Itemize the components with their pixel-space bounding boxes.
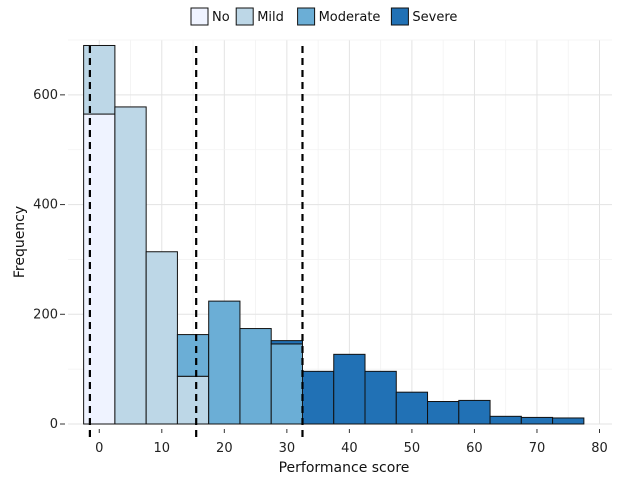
bar-mild-15 bbox=[176, 375, 210, 425]
bar-mild-0 bbox=[83, 44, 116, 115]
legend-label-no: No bbox=[212, 10, 230, 25]
bar-mild-10 bbox=[145, 251, 178, 425]
y-tick-label: 0 bbox=[50, 417, 58, 432]
y-tick-label: 400 bbox=[33, 198, 58, 213]
legend-swatch-no bbox=[190, 7, 209, 26]
bar-severe-65 bbox=[489, 415, 522, 425]
bar-moderate-30 bbox=[270, 343, 303, 425]
bar-severe-55 bbox=[427, 401, 460, 425]
y-axis-title: Frequency bbox=[12, 206, 28, 278]
x-tick-label: 40 bbox=[341, 441, 358, 456]
bar-severe-60 bbox=[458, 399, 491, 425]
legend-swatch-severe bbox=[390, 7, 409, 26]
legend: No Mild Moderate Severe bbox=[190, 7, 457, 26]
bar-severe-70 bbox=[520, 416, 554, 425]
legend-label-severe: Severe bbox=[412, 10, 457, 25]
x-tick-label: 30 bbox=[279, 441, 296, 456]
bar-moderate-20 bbox=[208, 300, 241, 425]
bar-no-0 bbox=[83, 113, 116, 425]
bars bbox=[83, 44, 585, 425]
x-tick-label: 60 bbox=[466, 441, 483, 456]
bar-severe-40 bbox=[333, 353, 366, 425]
x-tick-label: 20 bbox=[216, 441, 233, 456]
bar-mild-5 bbox=[114, 106, 147, 425]
legend-label-moderate: Moderate bbox=[319, 10, 381, 25]
axes: 0 10 20 30 40 50 60 70 80 0 200 400 600 bbox=[33, 88, 608, 456]
bar-severe-30 bbox=[270, 340, 303, 345]
x-tick-label: 50 bbox=[404, 441, 421, 456]
x-tick-label: 10 bbox=[154, 441, 171, 456]
x-axis-title: Performance score bbox=[279, 460, 410, 476]
threshold-lines bbox=[88, 46, 304, 442]
legend-swatch-mild bbox=[235, 7, 254, 26]
x-tick-label: 0 bbox=[95, 441, 103, 456]
bar-severe-75 bbox=[552, 417, 585, 425]
legend-swatch-moderate bbox=[297, 7, 316, 26]
y-tick-label: 200 bbox=[33, 307, 58, 322]
y-tick-label: 600 bbox=[33, 88, 58, 103]
x-tick-label: 80 bbox=[591, 441, 608, 456]
bar-severe-50 bbox=[395, 391, 429, 425]
bar-moderate-15 bbox=[176, 334, 210, 377]
x-tick-label: 70 bbox=[529, 441, 546, 456]
bar-severe-35 bbox=[301, 370, 335, 425]
bar-severe-45 bbox=[364, 370, 397, 425]
bar-moderate-25 bbox=[239, 328, 272, 425]
legend-label-mild: Mild bbox=[257, 10, 284, 25]
